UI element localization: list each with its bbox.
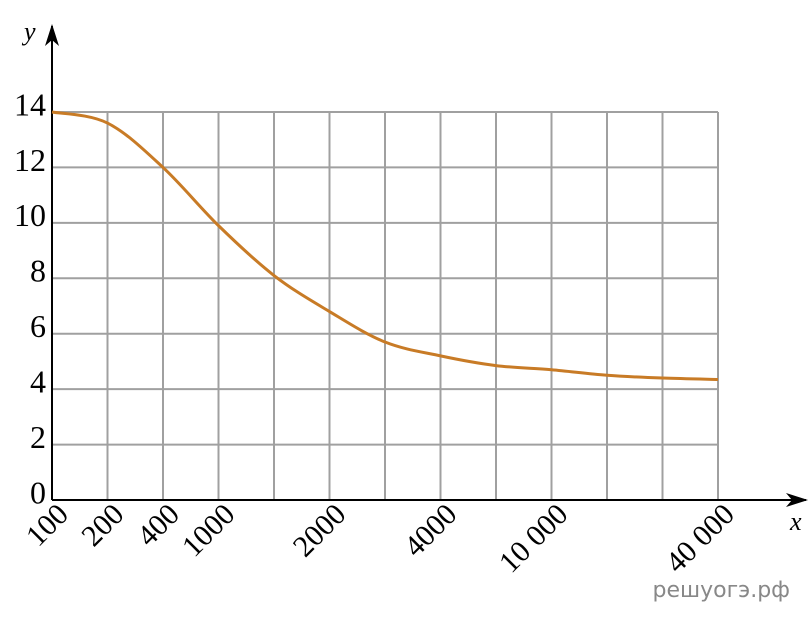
y-tick-label: 4	[30, 363, 46, 399]
y-tick-label: 10	[14, 197, 46, 233]
x-tick-label: 100	[20, 498, 75, 553]
y-tick-label: 2	[30, 419, 46, 455]
y-tick-label: 6	[30, 308, 46, 344]
x-tick-label: 400	[131, 498, 186, 553]
x-tick-label: 1000	[176, 498, 242, 564]
y-tick-label: 14	[14, 86, 46, 122]
x-tick-label: 40 000	[659, 498, 741, 580]
x-axis-label: x	[789, 507, 802, 536]
y-tick-label: 12	[14, 142, 46, 178]
line	[51, 110, 719, 381]
x-tick-label: 10 000	[493, 498, 575, 580]
y-tick-label: 8	[30, 253, 46, 289]
y-tick-label: 0	[30, 474, 46, 510]
y-axis-label: y	[21, 17, 36, 46]
watermark: решуогэ.рф	[652, 578, 790, 603]
x-tick-label: 200	[75, 498, 130, 553]
x-tick-label: 4000	[398, 498, 464, 564]
x-tick-label: 2000	[287, 498, 353, 564]
